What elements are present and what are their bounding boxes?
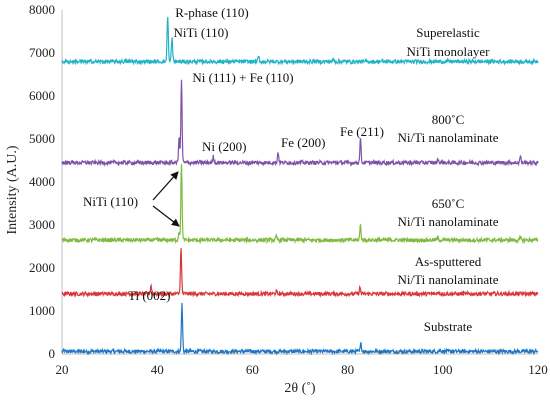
series-label: Ni/Ti nanolaminate	[398, 272, 499, 287]
x-tick-label: 60	[246, 362, 259, 377]
series-label: Ni/Ti nanolaminate	[398, 130, 499, 145]
series-label: 650˚C	[432, 196, 465, 211]
x-tick-label: 100	[433, 362, 453, 377]
series-label: 800˚C	[432, 112, 465, 127]
x-tick-label: 20	[56, 362, 69, 377]
series-label: Ni/Ti nanolaminate	[398, 214, 499, 229]
peak-annotation: Fe (200)	[281, 135, 325, 150]
peak-annotation: Ni (111) + Fe (110)	[192, 70, 293, 85]
x-tick-label: 120	[528, 362, 548, 377]
y-tick-label: 7000	[29, 45, 55, 60]
series-label: As-sputtered	[415, 254, 482, 269]
x-axis-title: 2θ (˚)	[284, 381, 316, 396]
x-tick-label: 40	[151, 362, 164, 377]
arrow-to-650c-peak	[152, 205, 180, 227]
labels-layer: Substrate As-sputtered Ni/Ti nanolaminate 6…	[83, 5, 499, 334]
peak-annotation: Fe (211)	[340, 124, 384, 139]
y-tick-label: 2000	[29, 260, 55, 275]
y-tick-label: 0	[49, 346, 56, 361]
y-tick-label: 8000	[29, 2, 55, 17]
arrow-to-800c-peak	[152, 171, 179, 201]
x-tick-label: 80	[341, 362, 354, 377]
y-tick-label: 1000	[29, 303, 55, 318]
series-line-800C	[61, 79, 539, 167]
axes: 20 40 60 80 100 120 0 1000 2000 3000 4000 5000 6000 7…	[29, 2, 548, 377]
peak-annotation: R-phase (110)	[175, 5, 249, 20]
y-tick-label: 5000	[29, 131, 55, 146]
series-label: Superelastic	[416, 25, 480, 40]
series-line-650C	[61, 164, 539, 245]
series-line-as_sputtered	[61, 248, 539, 298]
series-label: Substrate	[424, 319, 473, 334]
series-line-substrate	[61, 302, 539, 356]
peak-annotation: NiTi (110)	[83, 194, 138, 209]
peak-annotation: Ni (200)	[202, 139, 246, 154]
peak-annotation: NiTi (110)	[173, 25, 228, 40]
y-tick-label: 3000	[29, 217, 55, 232]
peak-annotation: Ti (002)	[128, 288, 171, 303]
series-line-monolayer	[61, 16, 539, 66]
series-layer	[61, 16, 539, 356]
y-tick-label: 4000	[29, 174, 55, 189]
y-tick-label: 6000	[29, 88, 55, 103]
y-axis-title: Intensity (A.U.)	[5, 145, 20, 234]
series-label: NiTi monolayer	[407, 44, 491, 59]
